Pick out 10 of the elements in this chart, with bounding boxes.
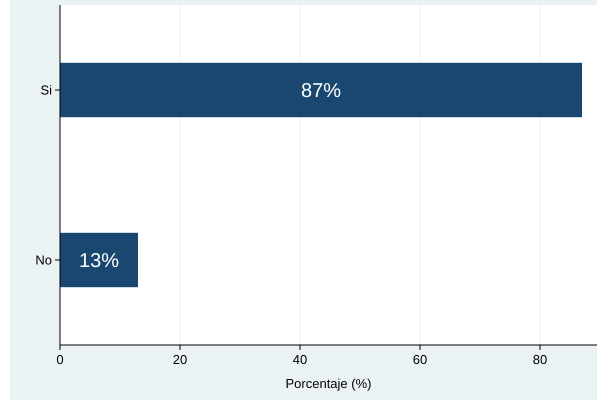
x-tick-label: 0 [56,352,64,367]
data-label: 13% [78,250,120,272]
y-tick-label: No [35,252,52,268]
x-tick-label: 60 [412,352,428,367]
x-axis-title: Porcentaje (%) [286,376,372,391]
data-label: 87% [300,80,342,102]
x-tick-label: 80 [532,352,548,367]
x-tick-label: 20 [172,352,188,367]
y-tick-label: Si [40,82,52,98]
x-tick-label: 40 [292,352,308,367]
